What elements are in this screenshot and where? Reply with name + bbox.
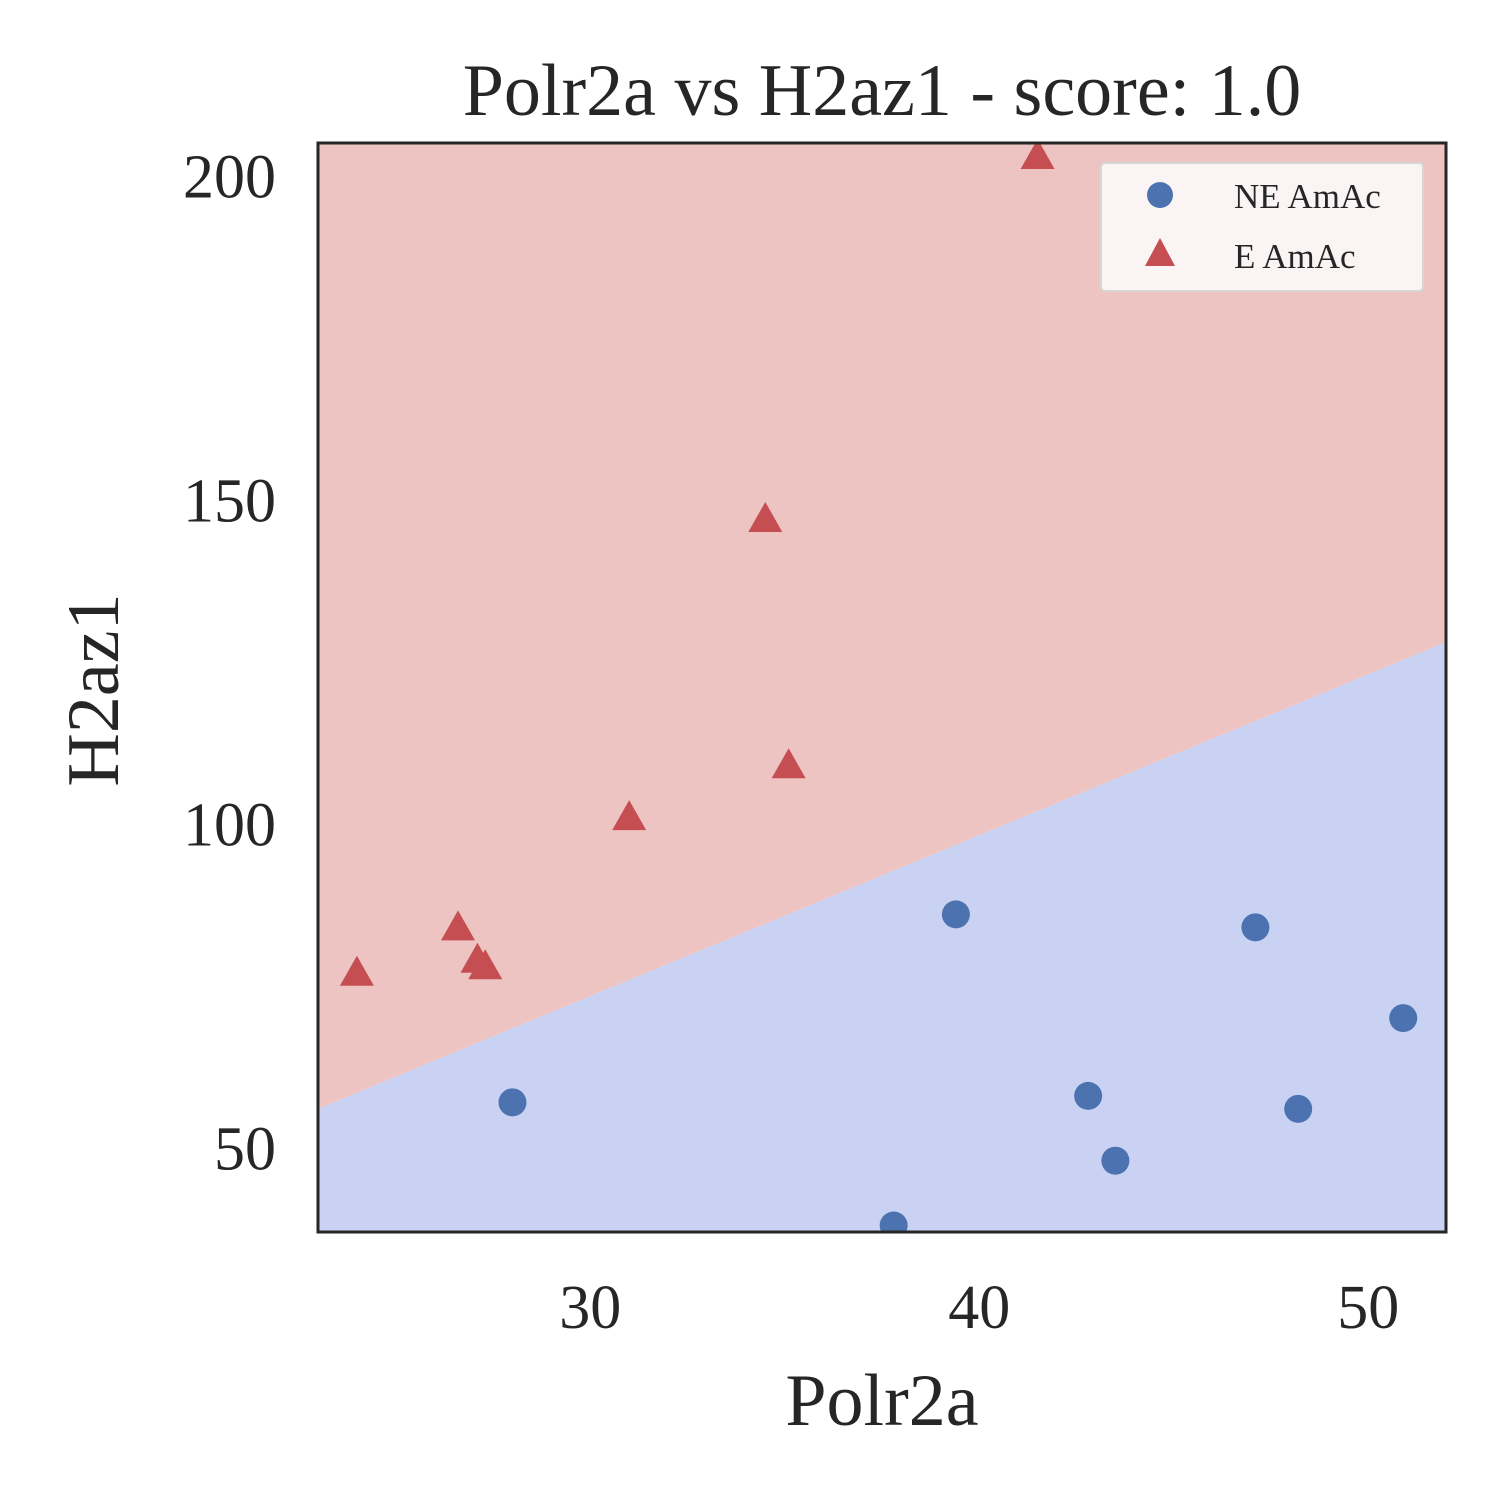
ne-amac-point-5 [1241,913,1270,942]
legend-box [1100,162,1424,292]
e-amac-point-1 [441,910,476,941]
ne-amac-point-4 [1101,1146,1130,1175]
legend-label-ne-amac: NE AmAc [1234,177,1381,216]
x-tick-label: 30 [559,1274,621,1342]
ne-amac-point-0 [498,1088,527,1117]
y-tick-label: 150 [183,468,276,536]
y-tick-label: 50 [214,1116,276,1184]
legend-marker-e-amac [1145,238,1175,266]
e-amac-point-6 [771,748,806,779]
chart-title: Polr2a vs H2az1 - score: 1.0 [463,50,1301,132]
legend-marker-ne-amac [1147,182,1173,208]
legend-label-e-amac: E AmAc [1234,237,1356,276]
region-e-amac [318,143,1446,1109]
x-axis-label: Polr2a [785,1360,978,1442]
ne-amac-point-7 [1389,1004,1418,1033]
ne-amac-point-3 [1074,1081,1103,1110]
ne-amac-point-2 [941,900,970,929]
region-ne-amac [318,642,1446,1232]
e-amac-point-4 [612,800,647,831]
ne-amac-point-1 [879,1211,908,1232]
e-amac-point-7 [1020,143,1055,169]
x-tick-label: 50 [1337,1274,1399,1342]
y-axis-label: H2az1 [53,593,135,786]
data-points [339,143,1418,1232]
legend: NE AmAc E AmAc [1100,162,1424,292]
x-tick-label: 40 [948,1274,1010,1342]
y-tick-label: 200 [183,143,276,211]
e-amac-point-0 [339,955,374,986]
x-axis-ticks: 30 40 50 [559,1274,1399,1342]
plot-frame [316,141,1448,1234]
ne-amac-point-6 [1284,1094,1313,1123]
plot-area [318,143,1446,1232]
y-tick-label: 100 [183,792,276,860]
e-amac-point-3 [468,949,503,980]
e-amac-point-5 [748,501,783,532]
y-axis-ticks: 50 100 150 200 [183,143,276,1183]
